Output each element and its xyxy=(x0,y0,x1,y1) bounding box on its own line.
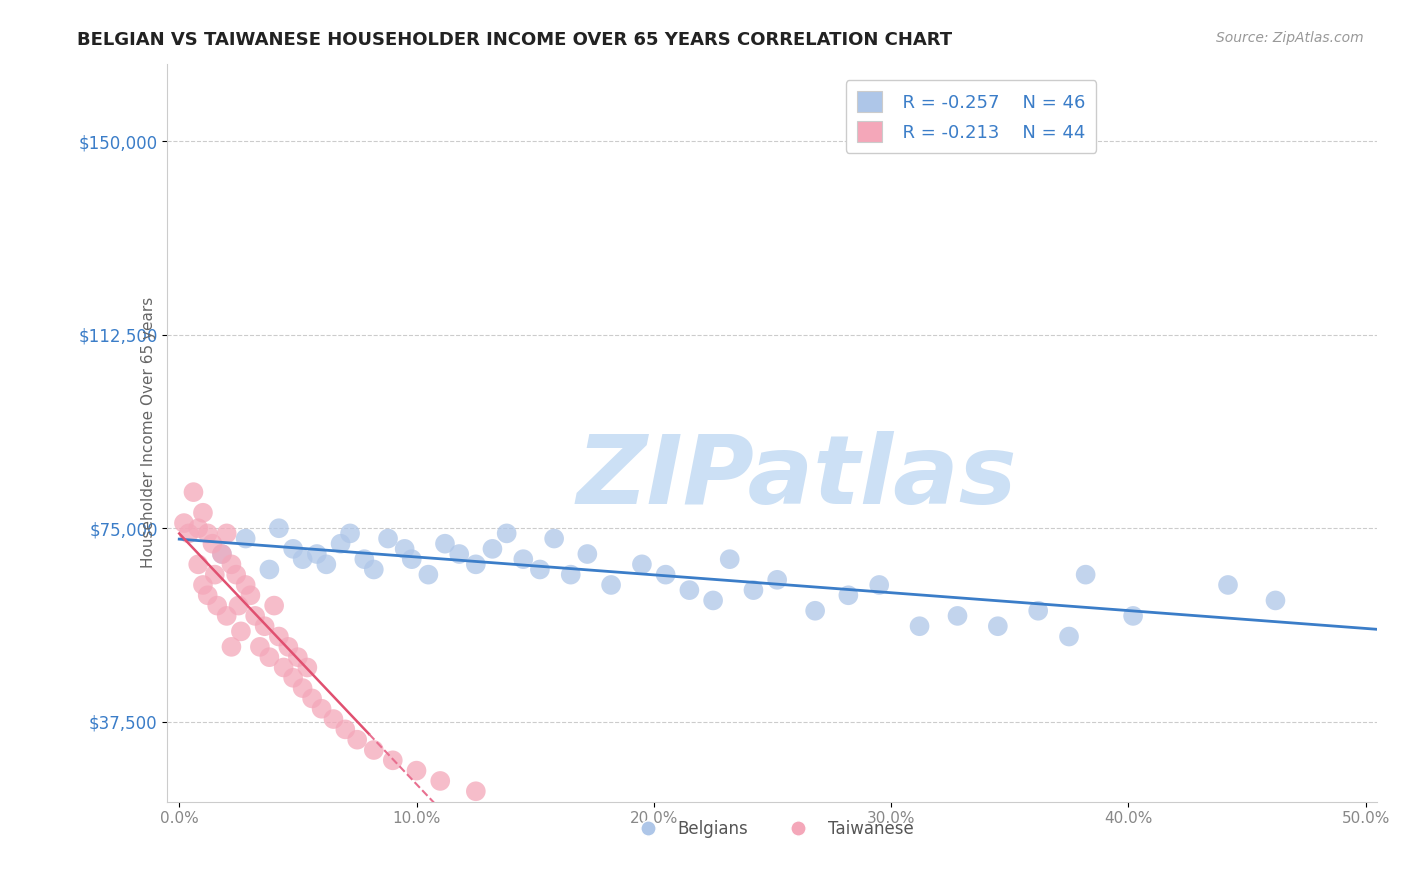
Point xyxy=(187,521,209,535)
Point xyxy=(225,567,247,582)
Point xyxy=(329,537,352,551)
Point xyxy=(464,784,486,798)
Point xyxy=(191,578,214,592)
Point xyxy=(311,702,333,716)
Point xyxy=(464,558,486,572)
Point xyxy=(173,516,195,530)
Text: ZIPatlas: ZIPatlas xyxy=(576,431,1017,524)
Point xyxy=(654,567,676,582)
Point xyxy=(377,532,399,546)
Point xyxy=(297,660,319,674)
Point xyxy=(560,567,582,582)
Point xyxy=(197,588,219,602)
Point xyxy=(418,567,440,582)
Point xyxy=(702,593,724,607)
Point xyxy=(631,558,654,572)
Point xyxy=(228,599,250,613)
Point xyxy=(987,619,1010,633)
Point xyxy=(187,558,209,572)
Point xyxy=(481,541,503,556)
Point xyxy=(1122,608,1144,623)
Point xyxy=(221,640,243,654)
Point xyxy=(335,723,357,737)
Point xyxy=(204,567,226,582)
Point xyxy=(211,547,233,561)
Point xyxy=(229,624,252,639)
Point xyxy=(267,521,290,535)
Point xyxy=(946,608,969,623)
Text: Source: ZipAtlas.com: Source: ZipAtlas.com xyxy=(1216,31,1364,45)
Point xyxy=(678,583,700,598)
Point xyxy=(837,588,859,602)
Point xyxy=(429,773,451,788)
Point xyxy=(239,588,262,602)
Point xyxy=(197,526,219,541)
Legend: Belgians, Taiwanese: Belgians, Taiwanese xyxy=(624,814,921,845)
Point xyxy=(263,599,285,613)
Point xyxy=(868,578,890,592)
Point xyxy=(243,608,266,623)
Point xyxy=(495,526,517,541)
Point xyxy=(305,547,328,561)
Point xyxy=(211,547,233,561)
Point xyxy=(742,583,765,598)
Point xyxy=(322,712,344,726)
Point xyxy=(804,604,827,618)
Point xyxy=(273,660,295,674)
Point xyxy=(301,691,323,706)
Point xyxy=(1057,630,1080,644)
Point xyxy=(249,640,271,654)
Point xyxy=(346,732,368,747)
Point xyxy=(215,608,238,623)
Point xyxy=(281,671,304,685)
Point xyxy=(576,547,599,561)
Point xyxy=(363,743,385,757)
Point xyxy=(405,764,427,778)
Point xyxy=(718,552,741,566)
Point xyxy=(353,552,375,566)
Point xyxy=(1216,578,1239,592)
Point xyxy=(543,532,565,546)
Point xyxy=(291,681,314,695)
Point xyxy=(1074,567,1097,582)
Point xyxy=(529,562,551,576)
Point xyxy=(221,558,243,572)
Point xyxy=(766,573,789,587)
Point xyxy=(191,506,214,520)
Point xyxy=(908,619,931,633)
Text: BELGIAN VS TAIWANESE HOUSEHOLDER INCOME OVER 65 YEARS CORRELATION CHART: BELGIAN VS TAIWANESE HOUSEHOLDER INCOME … xyxy=(77,31,952,49)
Y-axis label: Householder Income Over 65 years: Householder Income Over 65 years xyxy=(141,297,156,568)
Point xyxy=(381,753,404,767)
Point xyxy=(433,537,456,551)
Point xyxy=(259,650,281,665)
Point xyxy=(281,541,304,556)
Point xyxy=(201,537,224,551)
Point xyxy=(235,578,257,592)
Point xyxy=(1264,593,1286,607)
Point xyxy=(267,630,290,644)
Point xyxy=(291,552,314,566)
Point xyxy=(259,562,281,576)
Point xyxy=(277,640,299,654)
Point xyxy=(287,650,309,665)
Point xyxy=(1026,604,1049,618)
Point xyxy=(235,532,257,546)
Point xyxy=(205,599,228,613)
Point xyxy=(394,541,416,556)
Point xyxy=(177,526,200,541)
Point xyxy=(253,619,276,633)
Point xyxy=(215,526,238,541)
Point xyxy=(183,485,205,500)
Point xyxy=(512,552,534,566)
Point xyxy=(449,547,471,561)
Point xyxy=(600,578,623,592)
Point xyxy=(339,526,361,541)
Point xyxy=(315,558,337,572)
Point xyxy=(401,552,423,566)
Point xyxy=(363,562,385,576)
